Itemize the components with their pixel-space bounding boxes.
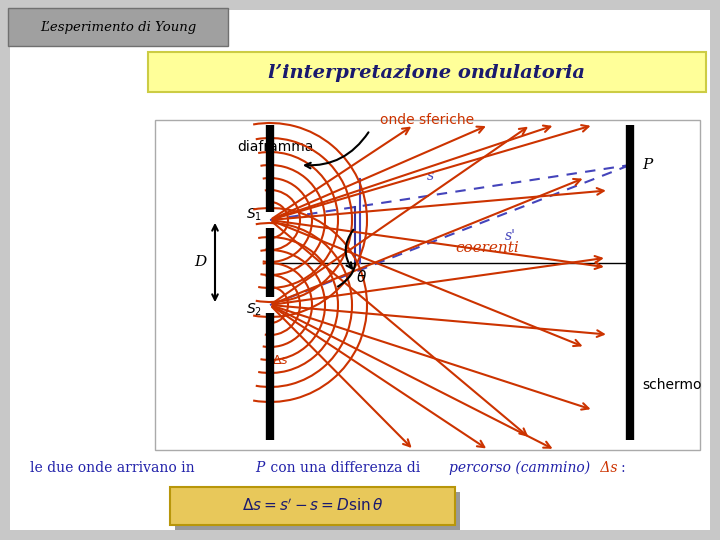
Text: onde sferiche: onde sferiche [380,113,474,127]
Text: con una differenza di: con una differenza di [266,461,425,475]
Text: P: P [642,158,652,172]
Text: $\Delta s = s' - s = D\sin\theta$: $\Delta s = s' - s = D\sin\theta$ [242,498,384,514]
Text: Δs: Δs [596,461,618,475]
Text: percorso (cammino): percorso (cammino) [449,461,590,475]
Text: $\theta$: $\theta$ [356,269,367,286]
Bar [148,52,706,92]
Bar [170,487,455,525]
Text: le due onde arrivano in: le due onde arrivano in [30,461,199,475]
Bar [8,8,228,46]
Bar [175,492,460,530]
Text: schermo: schermo [642,378,701,392]
Text: s: s [426,170,433,184]
Text: P: P [255,461,264,475]
Text: $\Delta s$: $\Delta s$ [271,354,289,367]
Text: :: : [620,461,625,475]
Text: coerenti: coerenti [455,240,518,254]
Text: $S_2$: $S_2$ [246,302,262,318]
Bar [155,120,700,450]
Text: l’interpretazione ondulatoria: l’interpretazione ondulatoria [269,64,585,82]
Text: $S_1$: $S_1$ [246,207,262,223]
Text: diaframma: diaframma [237,140,313,154]
Text: D: D [194,255,206,269]
Text: s': s' [505,229,516,243]
Text: L’esperimento di Young: L’esperimento di Young [40,22,196,35]
